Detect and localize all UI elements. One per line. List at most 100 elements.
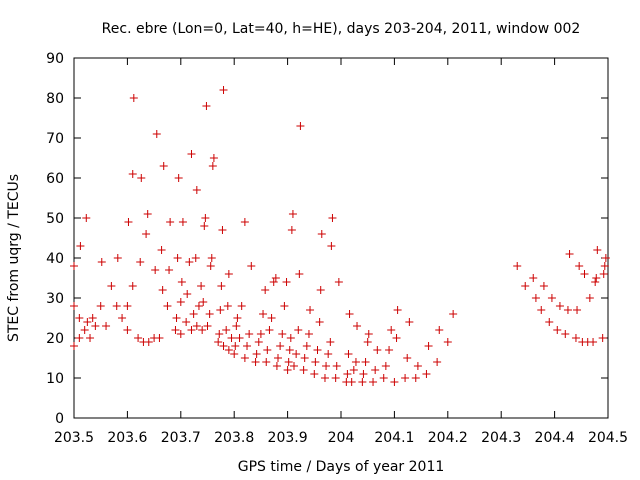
y-axis-label: STEC from uqrg / TECUs	[6, 174, 22, 342]
data-point	[75, 314, 84, 322]
data-point	[369, 378, 378, 386]
data-point	[327, 242, 336, 250]
data-point	[262, 358, 271, 366]
data-point	[129, 94, 138, 102]
data-point	[177, 278, 186, 286]
data-point	[433, 358, 442, 366]
data-point	[295, 270, 304, 278]
data-point	[272, 362, 281, 370]
data-point	[163, 302, 172, 310]
data-point	[311, 358, 320, 366]
y-tick-label: 90	[46, 51, 64, 67]
data-point	[565, 250, 574, 258]
plot-frame	[73, 57, 609, 419]
data-point	[227, 334, 236, 342]
data-point	[286, 334, 295, 342]
data-point	[215, 330, 224, 338]
data-point	[151, 266, 160, 274]
data-point	[288, 210, 297, 218]
x-axis-label: GPS time / Days of year 2011	[238, 459, 445, 475]
data-point	[575, 262, 584, 270]
data-point	[178, 218, 187, 226]
data-point	[347, 378, 356, 386]
data-point	[561, 330, 570, 338]
data-point	[265, 326, 274, 334]
data-point	[290, 362, 299, 370]
data-point	[107, 282, 116, 290]
data-point	[364, 330, 373, 338]
data-point	[553, 326, 562, 334]
data-point	[328, 214, 337, 222]
data-point	[545, 318, 554, 326]
axis-ticks: 203.5 203.6 203.7 203.8 203.9 204 204.1 204.2 20…	[46, 51, 628, 446]
data-point	[247, 262, 256, 270]
data-point	[207, 254, 216, 262]
x-tick-label: 203.7	[161, 430, 201, 446]
data-point	[219, 342, 228, 350]
data-point	[598, 334, 607, 342]
y-tick-label: 30	[46, 291, 64, 307]
data-point	[316, 286, 325, 294]
data-point	[224, 346, 233, 354]
data-point	[280, 302, 289, 310]
data-point	[322, 362, 331, 370]
data-point	[83, 318, 92, 326]
data-point	[363, 338, 372, 346]
data-point	[302, 342, 311, 350]
data-point	[86, 334, 95, 342]
data-point	[243, 342, 252, 350]
data-point	[443, 338, 452, 346]
data-point	[96, 302, 105, 310]
data-point	[176, 330, 185, 338]
data-point	[403, 354, 412, 362]
data-point	[593, 246, 602, 254]
data-point	[218, 226, 227, 234]
data-point	[97, 258, 106, 266]
data-point	[271, 274, 280, 282]
data-point	[174, 174, 183, 182]
data-point	[334, 278, 343, 286]
data-point	[349, 366, 358, 374]
x-tick-label: 203.5	[54, 430, 94, 446]
data-point	[324, 350, 333, 358]
y-tick-label: 20	[46, 331, 64, 347]
data-point	[136, 258, 145, 266]
data-point	[172, 314, 181, 322]
data-point	[422, 370, 431, 378]
data-point	[269, 278, 278, 286]
data-point	[113, 254, 122, 262]
data-point	[192, 186, 201, 194]
data-point	[201, 214, 210, 222]
x-tick-label: 203.6	[107, 430, 147, 446]
x-tick-label: 204.2	[428, 430, 468, 446]
data-point	[245, 330, 254, 338]
data-point	[313, 346, 322, 354]
x-tick-label: 203.9	[268, 430, 308, 446]
data-point	[224, 270, 233, 278]
data-point	[601, 254, 610, 262]
data-point	[385, 346, 394, 354]
data-point	[118, 314, 127, 322]
data-point	[273, 354, 282, 362]
data-point	[235, 334, 244, 342]
data-point	[287, 226, 296, 234]
data-point	[158, 286, 167, 294]
data-point	[200, 222, 209, 230]
data-point	[283, 366, 292, 374]
data-point	[405, 318, 414, 326]
data-point	[219, 86, 228, 94]
data-point	[344, 350, 353, 358]
data-point	[589, 338, 598, 346]
data-point	[317, 230, 326, 238]
data-point	[304, 330, 313, 338]
data-point	[413, 362, 422, 370]
data-point	[217, 282, 226, 290]
data-point	[531, 294, 540, 302]
data-point	[80, 326, 89, 334]
data-point	[379, 374, 388, 382]
data-point	[361, 358, 370, 366]
data-point	[390, 378, 399, 386]
data-point	[547, 294, 556, 302]
data-point	[171, 326, 180, 334]
data-point	[187, 150, 196, 158]
